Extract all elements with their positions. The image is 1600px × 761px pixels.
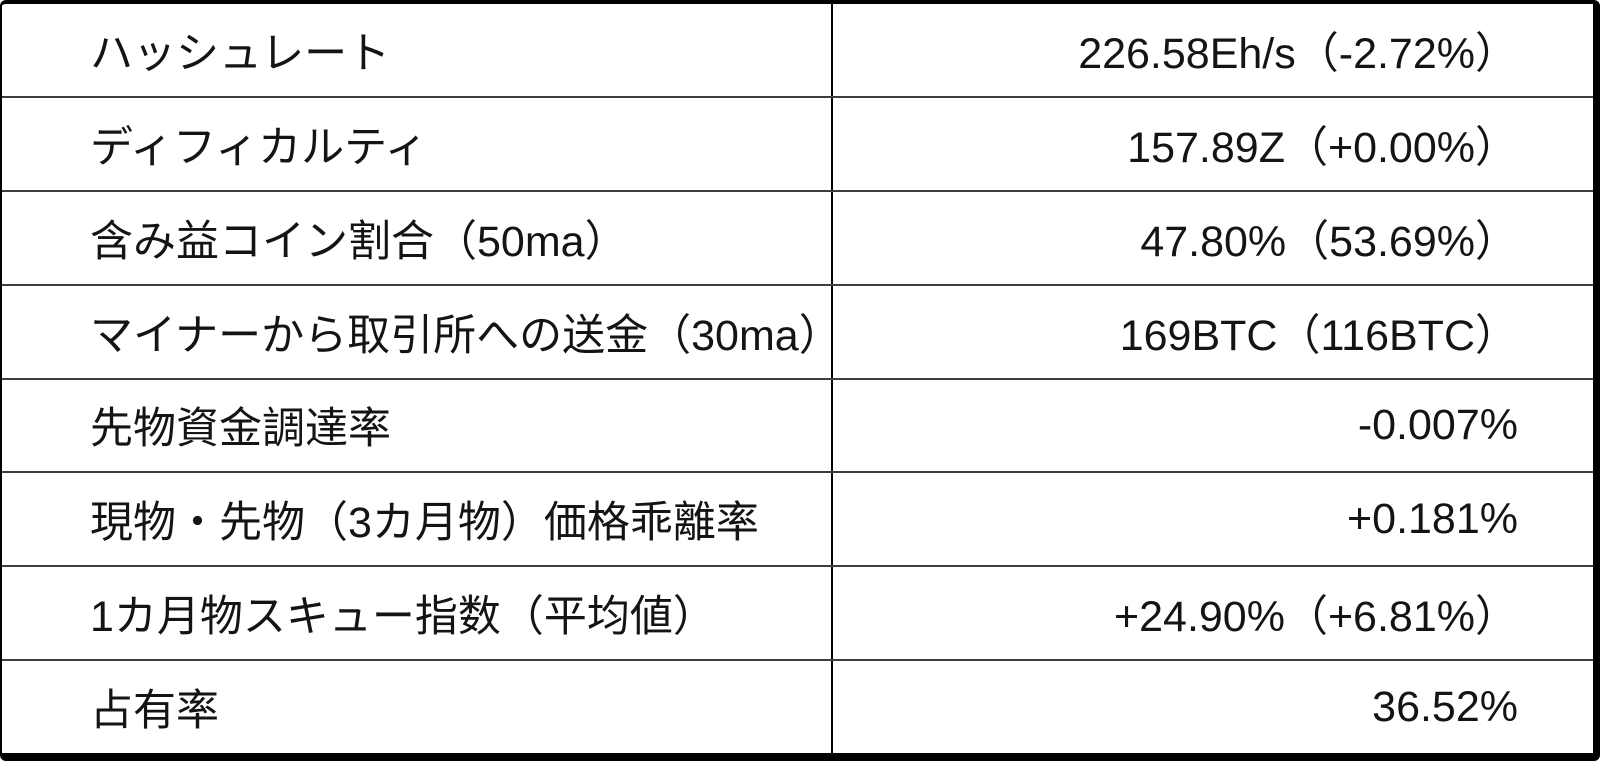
metric-label: 先物資金調達率: [2, 379, 833, 472]
metric-value: 36.52%: [1372, 682, 1518, 731]
metric-label: 現物・先物（3カ月物）価格乖離率: [2, 473, 833, 566]
metric-label: マイナーから取引所への送金（30ma）: [2, 285, 833, 378]
metric-value: 226.58Eh/s（-2.72%）: [1078, 29, 1518, 78]
table-row: ハッシュレート 226.58Eh/s（-2.72%）: [2, 4, 1593, 96]
metric-value: 157.89Z（+0.00%）: [1127, 123, 1518, 172]
metric-value: 47.80%（53.69%）: [1140, 217, 1518, 266]
metric-label: 含み益コイン割合（50ma）: [2, 191, 833, 284]
table-row: 現物・先物（3カ月物）価格乖離率 +0.181%: [2, 471, 1593, 566]
table-row: マイナーから取引所への送金（30ma） 169BTC（116BTC）: [2, 283, 1593, 378]
metric-label: 1カ月物スキュー指数（平均値）: [2, 567, 833, 660]
table-row: 含み益コイン割合（50ma） 47.80%（53.69%）: [2, 189, 1593, 284]
metric-label: ディフィカルティ: [2, 97, 833, 190]
table-row: 占有率 36.52%: [2, 659, 1593, 753]
metric-value: +0.181%: [1347, 494, 1518, 543]
metric-value: 169BTC（116BTC）: [1119, 311, 1518, 360]
table-row: ディフィカルティ 157.89Z（+0.00%）: [2, 95, 1593, 190]
table-row: 1カ月物スキュー指数（平均値） +24.90%（+6.81%）: [2, 565, 1593, 660]
metric-value: -0.007%: [1357, 400, 1518, 449]
table-row: 先物資金調達率 -0.007%: [2, 377, 1593, 472]
metric-label: ハッシュレート: [2, 4, 833, 96]
metric-value: +24.90%（+6.81%）: [1114, 593, 1518, 642]
metric-label: 占有率: [2, 661, 833, 753]
